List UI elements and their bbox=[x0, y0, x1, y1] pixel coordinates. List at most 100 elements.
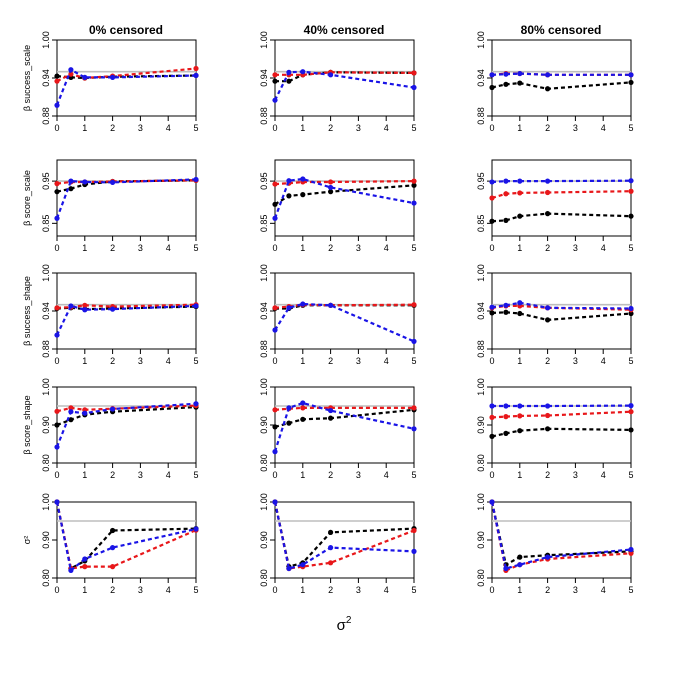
point-black bbox=[489, 433, 495, 439]
x-tick-label: 0 bbox=[272, 585, 277, 595]
column-title-1: 40% censored bbox=[304, 23, 385, 37]
point-blue bbox=[82, 556, 88, 562]
series-line-blue bbox=[273, 401, 415, 452]
point-blue bbox=[272, 327, 278, 333]
point-blue bbox=[300, 562, 306, 568]
x-tick-label: 5 bbox=[411, 243, 416, 253]
series-line-black bbox=[55, 501, 197, 571]
y-tick-label: 0.94 bbox=[41, 69, 51, 87]
point-black bbox=[54, 189, 60, 195]
series-line-black bbox=[274, 408, 415, 428]
point-blue bbox=[193, 401, 199, 407]
x-tick-label: 4 bbox=[166, 123, 171, 133]
point-blue bbox=[300, 301, 306, 307]
point-blue bbox=[517, 562, 523, 568]
x-tick-label: 2 bbox=[545, 470, 550, 480]
x-tick-label: 0 bbox=[272, 123, 277, 133]
y-tick-label: 0.95 bbox=[476, 172, 486, 190]
point-blue bbox=[545, 554, 551, 560]
y-tick-label: 0.80 bbox=[476, 454, 486, 472]
point-red bbox=[628, 188, 634, 194]
point-blue bbox=[54, 102, 60, 108]
series-line-black bbox=[491, 212, 632, 223]
x-tick-label: 4 bbox=[384, 123, 389, 133]
series-line-red bbox=[56, 67, 197, 83]
panel-frame bbox=[56, 272, 197, 350]
panel-r2-c0: 0 1 2 3 4 5 0.88 0.94 1.00 β success_shape bbox=[22, 264, 199, 366]
series-line-black bbox=[273, 501, 415, 568]
x-tick-label: 1 bbox=[517, 123, 522, 133]
point-black bbox=[272, 424, 278, 430]
series-line-blue bbox=[274, 302, 415, 343]
point-blue bbox=[628, 72, 634, 78]
x-tick-label: 2 bbox=[545, 356, 550, 366]
panel-frame bbox=[56, 386, 197, 464]
point-blue bbox=[193, 303, 199, 309]
x-tick-label: 2 bbox=[545, 585, 550, 595]
point-black bbox=[272, 201, 278, 207]
panel-frame bbox=[56, 39, 197, 117]
point-blue bbox=[328, 184, 334, 191]
x-tick-label: 2 bbox=[545, 243, 550, 253]
series-line-red bbox=[56, 303, 197, 309]
point-blue bbox=[545, 178, 551, 184]
x-tick-label: 2 bbox=[110, 243, 115, 253]
y-tick-label: 0.88 bbox=[476, 107, 486, 125]
point-black bbox=[545, 317, 551, 323]
point-black bbox=[328, 415, 334, 421]
x-tick-label: 1 bbox=[300, 470, 305, 480]
point-red bbox=[545, 189, 551, 196]
series-line-red bbox=[273, 501, 415, 570]
x-tick-label: 3 bbox=[138, 123, 143, 133]
point-blue bbox=[503, 178, 509, 184]
panel-r4-c2: 0 1 2 3 4 5 0.80 0.90 1.00 bbox=[476, 493, 634, 595]
point-blue bbox=[286, 69, 292, 75]
x-tick-label: 2 bbox=[328, 123, 333, 133]
point-black bbox=[628, 427, 634, 433]
x-tick-label: 4 bbox=[601, 356, 606, 366]
x-tick-label: 4 bbox=[601, 585, 606, 595]
series-line-red bbox=[275, 71, 415, 76]
panel-frame bbox=[274, 501, 415, 579]
x-axis-label: σ2 bbox=[337, 615, 352, 634]
panel-r2-c2: 0 1 2 3 4 5 0.88 0.94 1.00 bbox=[476, 264, 634, 366]
series-line-black bbox=[56, 305, 197, 311]
panel-frame bbox=[274, 159, 415, 237]
point-blue bbox=[328, 407, 334, 414]
point-red bbox=[54, 305, 60, 311]
y-tick-label: 0.88 bbox=[41, 340, 51, 358]
y-tick-label: 0.94 bbox=[476, 69, 486, 87]
x-tick-label: 0 bbox=[54, 470, 59, 480]
row-label-3: β score_shape bbox=[22, 395, 32, 454]
y-tick-label: 1.00 bbox=[41, 378, 51, 396]
x-tick-label: 0 bbox=[272, 243, 277, 253]
x-tick-label: 4 bbox=[384, 356, 389, 366]
point-blue bbox=[411, 200, 417, 206]
x-tick-label: 2 bbox=[110, 470, 115, 480]
point-red bbox=[411, 405, 417, 411]
y-tick-label: 0.80 bbox=[259, 569, 269, 587]
point-blue bbox=[411, 338, 417, 344]
point-blue bbox=[489, 72, 495, 78]
point-blue bbox=[82, 179, 88, 185]
point-red bbox=[628, 409, 634, 415]
x-tick-label: 1 bbox=[82, 470, 87, 480]
point-blue bbox=[193, 176, 199, 183]
x-tick-label: 1 bbox=[517, 243, 522, 253]
point-blue bbox=[54, 332, 60, 338]
x-tick-label: 4 bbox=[384, 470, 389, 480]
series-line-blue bbox=[274, 70, 415, 101]
y-tick-label: 0.88 bbox=[476, 340, 486, 358]
x-tick-label: 4 bbox=[166, 356, 171, 366]
point-black bbox=[517, 554, 523, 560]
series-line-black bbox=[491, 81, 632, 90]
panel-r0-c1: 0 1 2 3 4 5 0.88 0.94 1.00 bbox=[259, 31, 417, 133]
point-blue bbox=[68, 67, 74, 73]
x-tick-label: 5 bbox=[628, 470, 633, 480]
x-tick-label: 2 bbox=[110, 356, 115, 366]
y-tick-label: 0.90 bbox=[259, 531, 269, 549]
point-blue bbox=[517, 178, 523, 184]
x-tick-label: 5 bbox=[628, 356, 633, 366]
